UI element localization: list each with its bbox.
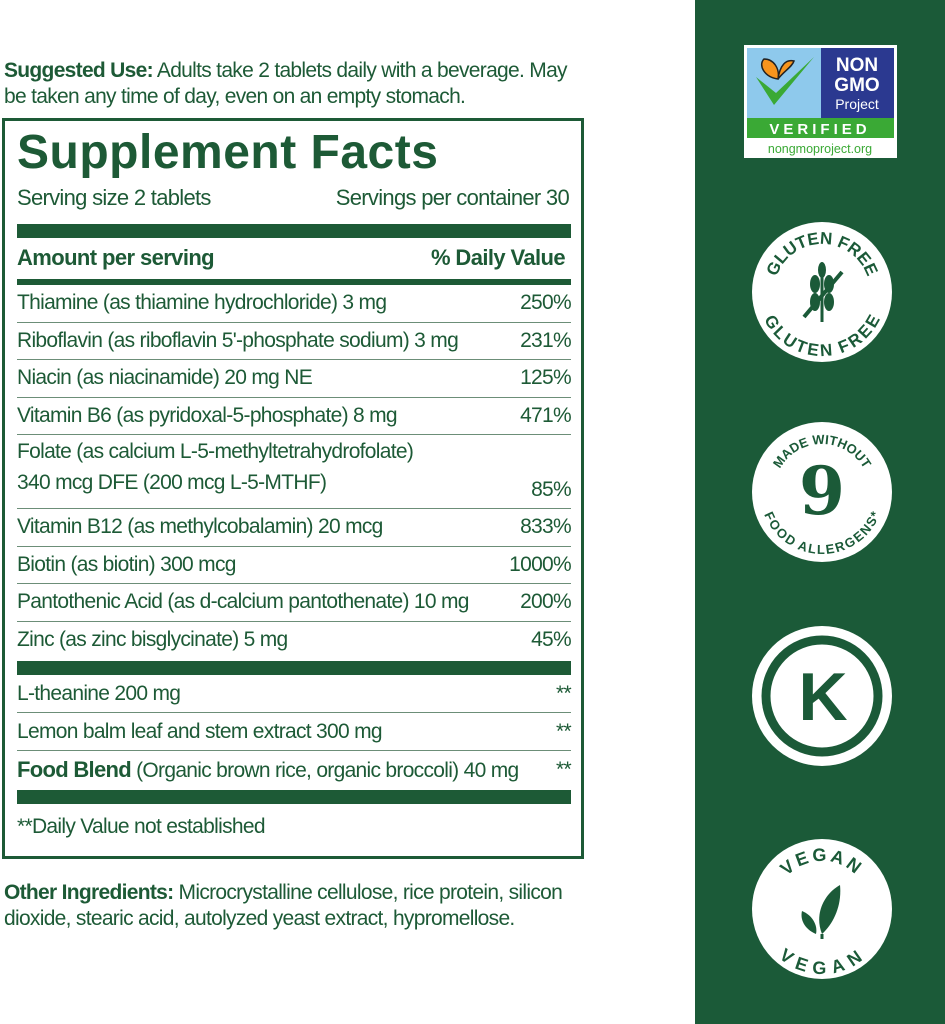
suggested-use-label: Suggested Use: (4, 59, 154, 82)
daily-value: ** (556, 719, 572, 743)
kosher-letter: K (798, 659, 847, 735)
nutrient-name-line1: Folate (as calcium L-5-methyltetrahydrof… (17, 440, 414, 463)
nutrient-name: Riboflavin (as riboflavin 5'-phosphate s… (17, 328, 459, 353)
daily-value: 85% (531, 478, 572, 501)
servings-per-container: Servings per container 30 (335, 185, 570, 210)
footnote: **Daily Value not established (17, 815, 266, 838)
nutrient-name-text: Biotin (as biotin) 300 mcg (17, 552, 236, 576)
allergen-free-badge: MADE WITHOUT FOOD ALLERGENS* 9 (752, 422, 892, 562)
daily-value: 125% (520, 366, 572, 390)
vegan-top-text: VEGAN (776, 845, 867, 879)
nutrient-name-text: Vitamin B12 (as methylcobalamin) 20 mcg (17, 515, 383, 539)
ingredient-name-text: (Organic brown rice, organic broccoli) 4… (130, 759, 519, 782)
daily-value: ** (556, 681, 572, 705)
nutrient-row: Vitamin B6 (as pyridoxal-5-phosphate) 8 … (17, 398, 572, 435)
gluten-free-badge: GLUTEN FREE GLUTEN FREE (752, 222, 892, 362)
divider-thick (17, 790, 571, 804)
nutrient-name-line2: 340 mcg DFE (200 mcg L-5-MTHF) (17, 471, 327, 494)
daily-value: 231% (520, 328, 572, 352)
divider-thick (17, 661, 571, 675)
nutrient-name: Niacin (as niacinamide) 20 mg NE (17, 366, 313, 390)
nutrient-row: Biotin (as biotin) 300 mcg 1000% (17, 547, 572, 584)
ingredient-name-text: Lemon balm leaf and stem extract 300 mg (17, 719, 383, 743)
nutrient-name: Vitamin B6 (as pyridoxal-5-phosphate) 8 … (17, 403, 398, 428)
nutrient-row: Riboflavin (as riboflavin 5'-phosphate s… (17, 323, 572, 360)
gmo-line2: GMO (834, 75, 879, 96)
dv-header: % Daily Value (430, 245, 566, 270)
daily-value: 250% (520, 291, 572, 315)
other-ingredients-label: Other Ingredients: (4, 881, 174, 904)
gmo-line1: NON (836, 55, 878, 76)
daily-value: 471% (520, 403, 572, 427)
ingredient-name-text: L-theanine 200 mg (17, 681, 181, 705)
nutrient-row: Folate (as calcium L-5-methyltetrahydrof… (17, 435, 572, 509)
divider-thick (17, 224, 571, 238)
non-gmo-badge: NON GMO Project VERIFIED nongmoproject.o… (744, 45, 897, 158)
nutrient-name: Vitamin B12 (as methylcobalamin) 20 mcg (17, 515, 383, 539)
ingredient-row: Food Blend (Organic brown rice, organic … (17, 751, 572, 789)
nutrient-name-text: Vitamin B6 (as pyridoxal-5-phosphate) 8 … (17, 403, 398, 427)
ingredient-row: L-theanine 200 mg ** (17, 675, 572, 713)
nutrient-row: Pantothenic Acid (as d-calcium pantothen… (17, 584, 572, 622)
vegan-bottom-text: VEGAN (776, 945, 868, 979)
nutrient-name-text: Zinc (as zinc bisglycinate) 5 mg (17, 628, 288, 652)
kosher-badge: K (752, 626, 892, 766)
amount-header: Amount per serving (17, 245, 215, 270)
serving-size: Serving size 2 tablets (17, 185, 211, 210)
daily-value: 833% (520, 515, 572, 539)
nutrient-row: Thiamine (as thiamine hydrochloride) 3 m… (17, 285, 572, 323)
divider-medium (17, 279, 571, 285)
daily-value: 45% (531, 628, 572, 652)
allergen-number: 9 (799, 452, 845, 530)
ingredient-bold: Food Blend (17, 757, 132, 782)
daily-value: 1000% (509, 552, 572, 576)
gmo-line3: Project (835, 96, 879, 112)
other-ingredients-text: Microcrystalline cellulose, rice protein… (4, 881, 563, 930)
gmo-url: nongmoproject.org (768, 142, 872, 156)
other-ingredients: Other Ingredients: Microcrystalline cell… (4, 880, 589, 932)
nutrient-row: Zinc (as zinc bisglycinate) 5 mg 45% (17, 622, 572, 660)
nutrient-name-text: Niacin (as niacinamide) 20 mg NE (17, 366, 313, 390)
nutrient-name-text: Thiamine (as thiamine hydrochloride) 3 m… (17, 291, 387, 315)
ingredient-row: Lemon balm leaf and stem extract 300 mg *… (17, 713, 572, 751)
supplement-facts-panel: Supplement Facts Serving size 2 tablets … (2, 118, 584, 859)
nutrient-name: Pantothenic Acid (as d-calcium pantothen… (17, 590, 469, 614)
daily-value: ** (556, 758, 572, 781)
suggested-use: Suggested Use: Adults take 2 tablets dai… (4, 58, 589, 110)
nutrient-name: Thiamine (as thiamine hydrochloride) 3 m… (17, 291, 387, 315)
nutrient-name: Zinc (as zinc bisglycinate) 5 mg (17, 628, 288, 652)
nutrient-name: Biotin (as biotin) 300 mcg (17, 553, 236, 577)
nutrient-name-text: Riboflavin (as riboflavin 5'-phosphate s… (17, 328, 459, 352)
leaf-icon (801, 885, 841, 939)
nutrient-name: Folate (as calcium L-5-methyltetrahydrof… (17, 440, 414, 502)
facts-title: Supplement Facts (17, 126, 439, 179)
ingredient-name: Lemon balm leaf and stem extract 300 mg (17, 719, 383, 744)
nutrient-row: Niacin (as niacinamide) 20 mg NE 125% (17, 360, 572, 398)
daily-value: 200% (520, 590, 572, 614)
ingredient-name: Food Blend (Organic brown rice, organic … (17, 757, 519, 783)
gmo-verified: VERIFIED (769, 121, 870, 138)
wheat-crossed-icon (802, 262, 844, 322)
nutrient-row: Vitamin B12 (as methylcobalamin) 20 mcg 8… (17, 509, 572, 547)
suggested-use-text: Adults take 2 tablets daily with a bever… (4, 59, 568, 108)
nutrient-name-text: Pantothenic Acid (as d-calcium pantothen… (17, 590, 469, 614)
certification-panel: NON GMO Project VERIFIED nongmoproject.o… (695, 0, 945, 1024)
vegan-badge: VEGAN VEGAN (752, 839, 892, 979)
ingredient-name: L-theanine 200 mg (17, 681, 181, 706)
